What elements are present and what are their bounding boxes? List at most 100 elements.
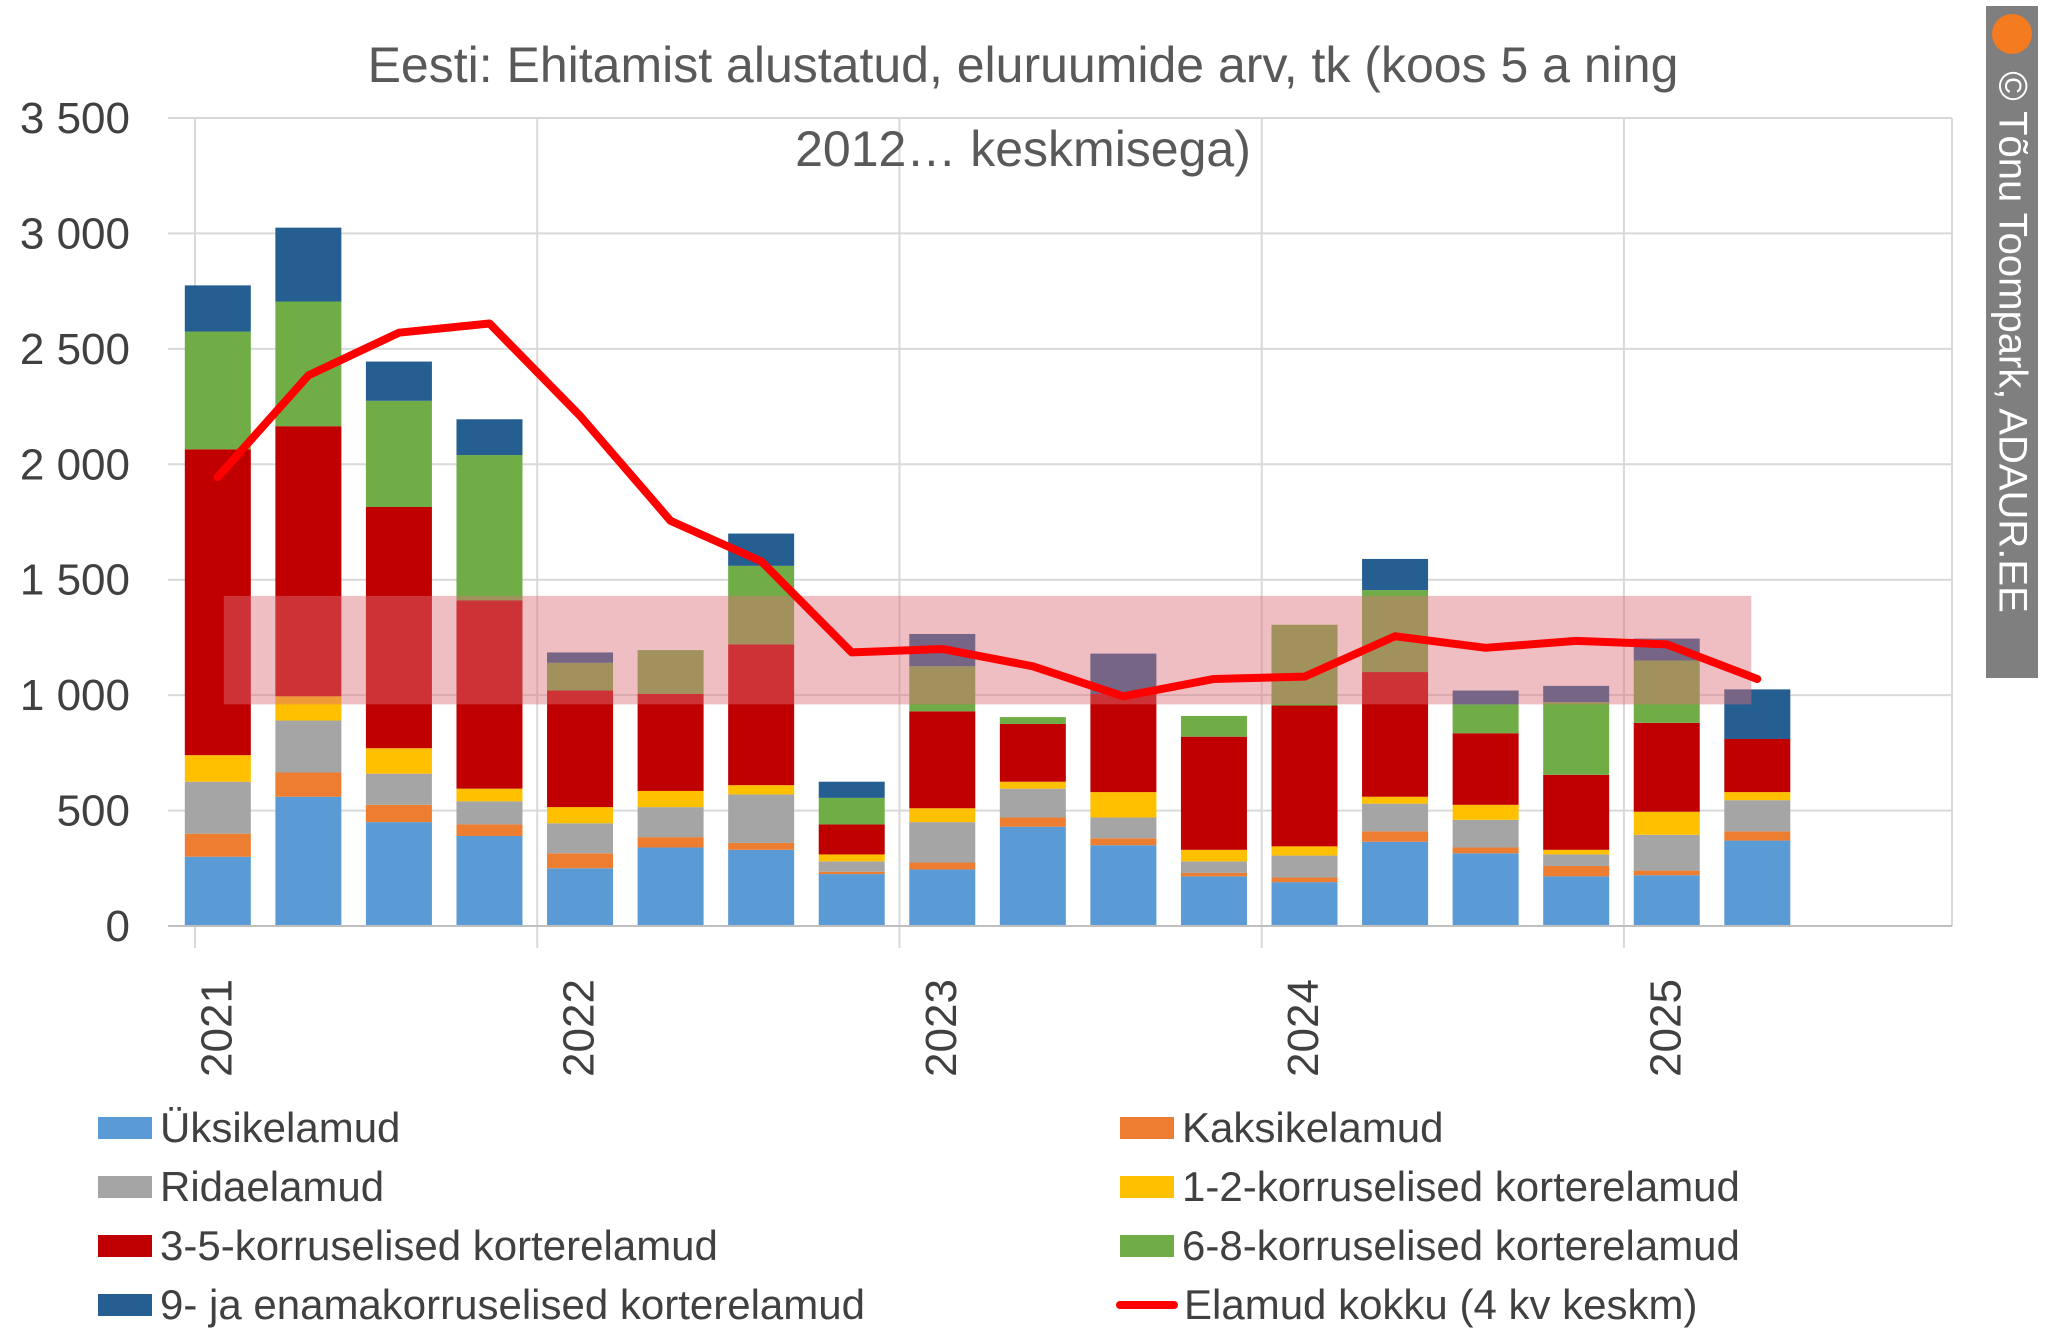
bar-segment xyxy=(1180,872,1247,877)
bar-segment xyxy=(1543,702,1610,775)
bar-segment xyxy=(818,874,885,926)
copyright-icon xyxy=(1992,14,2032,54)
legend-swatch xyxy=(1120,1176,1174,1198)
bar-segment xyxy=(909,711,976,809)
bar-segment xyxy=(1452,847,1519,854)
bar-segment xyxy=(1543,854,1610,866)
y-tick-label: 1 500 xyxy=(20,556,130,605)
bar-segment xyxy=(1180,849,1247,862)
bar-segment xyxy=(547,690,614,808)
bar-segment xyxy=(909,862,976,870)
bar-segment xyxy=(1452,804,1519,820)
bar-segment xyxy=(1271,855,1338,878)
legend-item-uksikelamud: Üksikelamud xyxy=(98,1103,400,1153)
bar-segment xyxy=(999,788,1066,818)
x-tick-label: 2022 xyxy=(555,979,604,1077)
bar-segment xyxy=(1362,672,1429,797)
bar-segment xyxy=(1543,876,1610,926)
bar-segment xyxy=(1543,865,1610,877)
bar-segment xyxy=(1090,792,1157,818)
watermark-text: © Tõnu Toompark, ADAUR.EE xyxy=(1990,71,2035,613)
bar-segment xyxy=(1271,882,1338,926)
bar-segment xyxy=(909,808,976,823)
bar-segment xyxy=(1724,840,1791,926)
bar-segment xyxy=(275,227,342,302)
bar-segment xyxy=(184,285,251,332)
bar-segment xyxy=(1633,875,1700,926)
bar-segment xyxy=(999,717,1066,724)
bar-segment xyxy=(456,600,523,789)
bar-segment xyxy=(909,666,976,712)
bar-segment xyxy=(184,856,251,926)
bar-segment xyxy=(365,400,432,507)
legend-label: Kaksikelamud xyxy=(1182,1104,1444,1151)
bar-segment xyxy=(818,871,885,875)
bar-segment xyxy=(1180,715,1247,737)
bar-segment xyxy=(275,696,342,721)
bar-segment xyxy=(637,837,704,848)
bar-segment xyxy=(365,804,432,823)
bar-segment xyxy=(547,868,614,926)
legend-swatch xyxy=(1120,1235,1174,1257)
bar-segment xyxy=(999,724,1066,782)
legend-item-9-ja-enamakorruselised: 9- ja enamakorruselised korterelamud xyxy=(98,1280,865,1330)
bar-segment xyxy=(909,869,976,926)
bar-segment xyxy=(275,796,342,926)
bar-segment xyxy=(547,652,614,663)
bar-segment xyxy=(1452,733,1519,805)
legend-item-1-2-korruselised: 1-2-korruselised korterelamud xyxy=(1120,1162,1740,1212)
legend-label: Üksikelamud xyxy=(160,1104,401,1151)
legend-label: 9- ja enamakorruselised korterelamud xyxy=(160,1281,865,1328)
average-band xyxy=(223,595,1752,705)
bar-segment xyxy=(184,449,251,756)
bar-segment xyxy=(365,748,432,774)
y-tick-label: 1 000 xyxy=(20,671,130,720)
bar-segment xyxy=(275,426,342,697)
bar-segment xyxy=(456,801,523,825)
bar-segment xyxy=(1090,693,1157,793)
bar-segment xyxy=(1362,803,1429,832)
y-tick-label: 3 000 xyxy=(20,209,130,258)
legend-label: Elamud kokku (4 kv keskm) xyxy=(1184,1281,1698,1328)
bar-segment xyxy=(1271,705,1338,847)
legend-label: 1-2-korruselised korterelamud xyxy=(1182,1163,1740,1210)
bar-segment xyxy=(1362,590,1429,673)
legend-swatch xyxy=(98,1117,152,1139)
legend-swatch xyxy=(98,1176,152,1198)
bar-segment xyxy=(275,720,342,773)
bar-segment xyxy=(728,849,795,926)
bar-segment xyxy=(456,419,523,456)
bar-segment xyxy=(728,842,795,850)
y-tick-label: 2 500 xyxy=(20,325,130,374)
bar-segment xyxy=(999,817,1066,827)
bar-segment xyxy=(1724,800,1791,832)
bar-segment xyxy=(1271,846,1338,856)
bar-segment xyxy=(637,807,704,838)
x-tick-label: 2021 xyxy=(192,979,241,1077)
x-tick-label: 2023 xyxy=(917,979,966,1077)
bar-segment xyxy=(547,853,614,869)
bar-segment xyxy=(999,781,1066,789)
bar-segment xyxy=(1633,834,1700,871)
legend-label: Ridaelamud xyxy=(160,1163,385,1210)
bar-segment xyxy=(1724,792,1791,801)
chart-title-line-2: 2012… keskmisega) xyxy=(795,121,1251,177)
bar-segment xyxy=(728,644,795,786)
line-series-elamud-kokku xyxy=(213,319,1762,701)
bar-segment xyxy=(456,835,523,926)
bar-segment xyxy=(1090,845,1157,926)
bar-segment xyxy=(1180,736,1247,850)
bar-segment xyxy=(275,772,342,797)
bar-segment xyxy=(456,788,523,802)
bar-segment xyxy=(365,822,432,926)
bar-segment xyxy=(1362,831,1429,842)
bar-segment xyxy=(365,773,432,805)
legend-label: 6-8-korruselised korterelamud xyxy=(1182,1222,1740,1269)
legend-label: 3-5-korruselised korterelamud xyxy=(160,1222,718,1269)
bar-segment xyxy=(1724,739,1791,793)
bar-segment xyxy=(1452,819,1519,848)
legend-item-kaksikelamud: Kaksikelamud xyxy=(1120,1103,1443,1153)
bar-segment xyxy=(547,807,614,824)
